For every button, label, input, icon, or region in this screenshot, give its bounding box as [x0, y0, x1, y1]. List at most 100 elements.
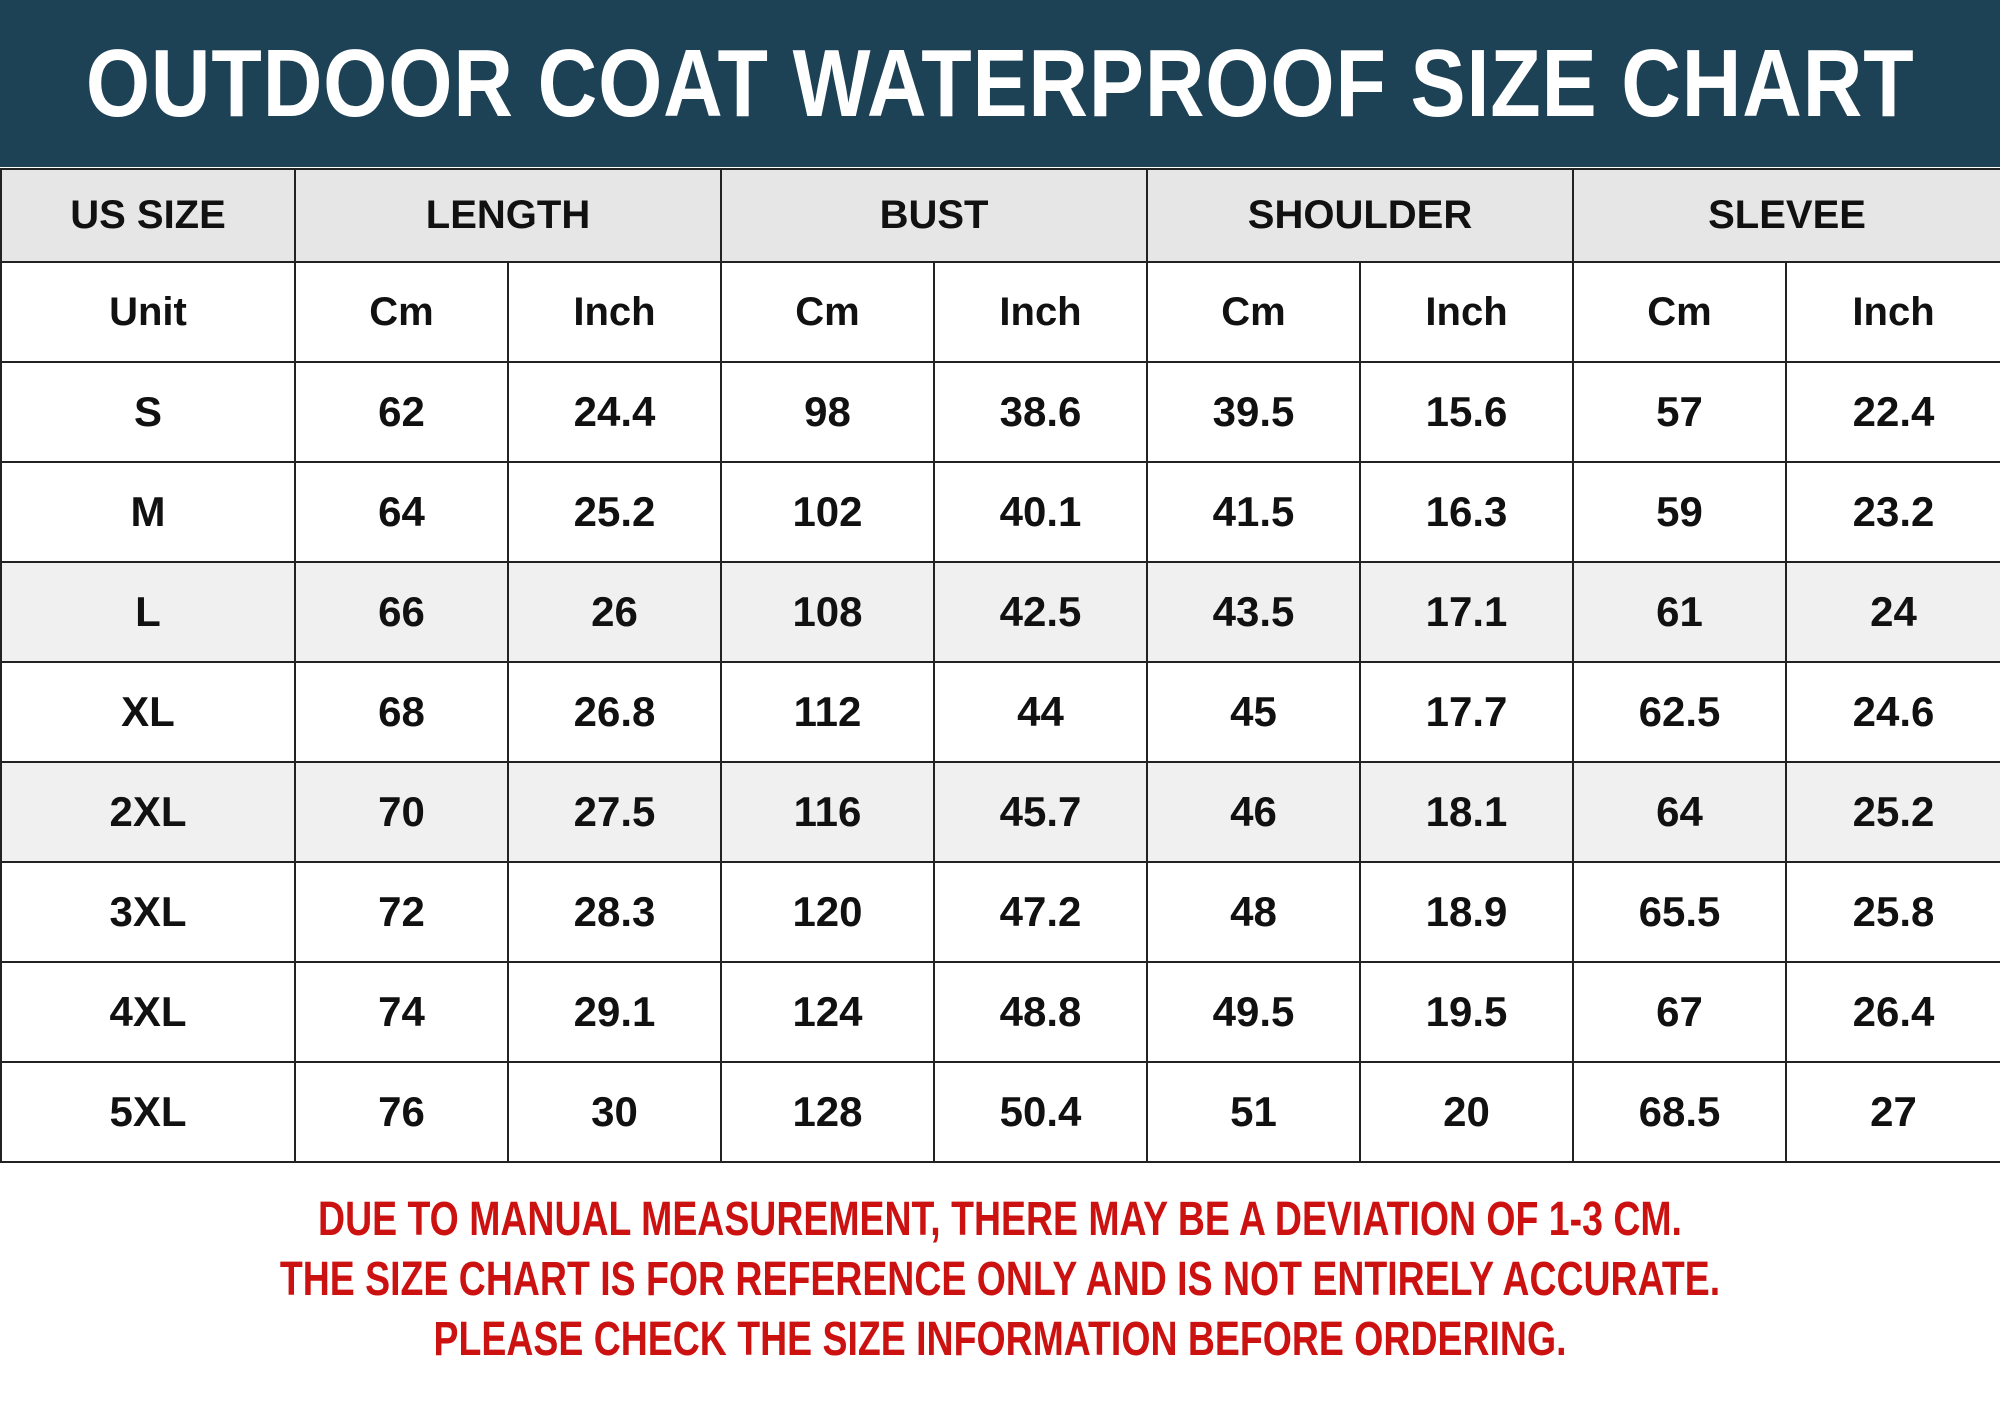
- measurement-cell: 27: [1785, 1061, 2000, 1163]
- measurement-cell: 49.5: [1146, 961, 1362, 1063]
- measurement-cell: 29.1: [507, 961, 722, 1063]
- header-sleeve: SLEVEE: [1572, 168, 2000, 263]
- measurement-cell: 67: [1572, 961, 1788, 1063]
- measurement-cell: 24.6: [1785, 661, 2000, 763]
- size-cell: L: [0, 561, 296, 663]
- measurement-cell: 46: [1146, 761, 1362, 863]
- table-row: S 62 24.4 98 38.6 39.5 15.6 57 22.4: [0, 361, 2000, 463]
- measurement-cell: 50.4: [932, 1061, 1149, 1163]
- measurement-cell: 48.8: [932, 961, 1149, 1063]
- measurement-cell: 64: [1572, 761, 1788, 863]
- measurement-cell: 25.2: [507, 461, 722, 563]
- measurement-cell: 19.5: [1359, 961, 1575, 1063]
- measurement-cell: 62.5: [1572, 661, 1788, 763]
- measurement-cell: 15.6: [1359, 361, 1575, 463]
- unit-cell: Cm: [720, 261, 935, 363]
- measurement-cell: 62: [294, 361, 509, 463]
- measurement-cell: 39.5: [1146, 361, 1362, 463]
- disclaimer-notes: DUE TO MANUAL MEASUREMENT, THERE MAY BE …: [0, 1190, 2000, 1370]
- note-line: THE SIZE CHART IS FOR REFERENCE ONLY AND…: [279, 1253, 1721, 1306]
- measurement-cell: 25.2: [1785, 761, 2000, 863]
- header-shoulder: SHOULDER: [1146, 168, 1575, 263]
- measurement-cell: 108: [720, 561, 935, 663]
- header-bust: BUST: [719, 168, 1149, 263]
- measurement-cell: 26.8: [507, 661, 722, 763]
- unit-label: Unit: [0, 261, 296, 363]
- measurement-cell: 40.1: [932, 461, 1149, 563]
- note-line: PLEASE CHECK THE SIZE INFORMATION BEFORE…: [433, 1313, 1567, 1366]
- measurement-cell: 45: [1146, 661, 1362, 763]
- measurement-cell: 48: [1146, 861, 1362, 963]
- measurement-cell: 44: [932, 661, 1149, 763]
- unit-cell: Cm: [1146, 261, 1362, 363]
- measurement-cell: 68.5: [1572, 1061, 1788, 1163]
- measurement-cell: 26.4: [1785, 961, 2000, 1063]
- measurement-cell: 66: [294, 561, 509, 663]
- measurement-cell: 68: [294, 661, 509, 763]
- measurement-cell: 124: [720, 961, 935, 1063]
- size-cell: 5XL: [0, 1061, 296, 1163]
- unit-cell: Inch: [1359, 261, 1575, 363]
- measurement-cell: 28.3: [507, 861, 722, 963]
- measurement-cell: 27.5: [507, 761, 722, 863]
- measurement-cell: 51: [1146, 1061, 1362, 1163]
- measurement-cell: 16.3: [1359, 461, 1575, 563]
- table-row: M 64 25.2 102 40.1 41.5 16.3 59 23.2: [0, 461, 2000, 563]
- measurement-cell: 57: [1572, 361, 1788, 463]
- measurement-cell: 42.5: [932, 561, 1149, 663]
- page-title: OUTDOOR COAT WATERPROOF SIZE CHART: [85, 29, 1915, 137]
- measurement-cell: 128: [720, 1061, 935, 1163]
- table-row: L 66 26 108 42.5 43.5 17.1 61 24: [0, 561, 2000, 663]
- table-row: XL 68 26.8 112 44 45 17.7 62.5 24.6: [0, 661, 2000, 763]
- unit-row: Unit Cm Inch Cm Inch Cm Inch Cm Inch: [0, 261, 2000, 363]
- note-line: DUE TO MANUAL MEASUREMENT, THERE MAY BE …: [318, 1193, 1682, 1246]
- size-cell: S: [0, 361, 296, 463]
- unit-cell: Cm: [1572, 261, 1788, 363]
- measurement-cell: 45.7: [932, 761, 1149, 863]
- unit-cell: Inch: [507, 261, 722, 363]
- measurement-cell: 17.7: [1359, 661, 1575, 763]
- table-row: 5XL 76 30 128 50.4 51 20 68.5 27: [0, 1061, 2000, 1163]
- measurement-cell: 38.6: [932, 361, 1149, 463]
- measurement-cell: 17.1: [1359, 561, 1575, 663]
- size-cell: XL: [0, 661, 296, 763]
- measurement-cell: 70: [294, 761, 509, 863]
- measurement-cell: 102: [720, 461, 935, 563]
- measurement-cell: 24: [1785, 561, 2000, 663]
- unit-cell: Cm: [294, 261, 509, 363]
- table-row: 4XL 74 29.1 124 48.8 49.5 19.5 67 26.4: [0, 961, 2000, 1063]
- measurement-cell: 74: [294, 961, 509, 1063]
- measurement-cell: 116: [720, 761, 935, 863]
- measurement-cell: 26: [507, 561, 722, 663]
- measurement-cell: 23.2: [1785, 461, 2000, 563]
- measurement-cell: 20: [1359, 1061, 1575, 1163]
- size-cell: M: [0, 461, 296, 563]
- measurement-cell: 112: [720, 661, 935, 763]
- size-cell: 3XL: [0, 861, 296, 963]
- measurement-cell: 47.2: [932, 861, 1149, 963]
- unit-cell: Inch: [1785, 261, 2000, 363]
- title-banner: OUTDOOR COAT WATERPROOF SIZE CHART: [0, 0, 2000, 167]
- measurement-cell: 59: [1572, 461, 1788, 563]
- size-cell: 4XL: [0, 961, 296, 1063]
- measurement-cell: 72: [294, 861, 509, 963]
- table-row: 3XL 72 28.3 120 47.2 48 18.9 65.5 25.8: [0, 861, 2000, 963]
- measurement-cell: 61: [1572, 561, 1788, 663]
- measurement-cell: 76: [294, 1061, 509, 1163]
- measurement-cell: 18.9: [1359, 861, 1575, 963]
- measurement-cell: 18.1: [1359, 761, 1575, 863]
- measurement-cell: 22.4: [1785, 361, 2000, 463]
- header-us-size: US SIZE: [0, 168, 296, 263]
- unit-cell: Inch: [932, 261, 1149, 363]
- header-row: US SIZE LENGTH BUST SHOULDER SLEVEE: [0, 168, 2000, 263]
- measurement-cell: 65.5: [1572, 861, 1788, 963]
- size-table: US SIZE LENGTH BUST SHOULDER SLEVEE Unit…: [0, 168, 2000, 1163]
- measurement-cell: 25.8: [1785, 861, 2000, 963]
- measurement-cell: 64: [294, 461, 509, 563]
- size-cell: 2XL: [0, 761, 296, 863]
- measurement-cell: 43.5: [1146, 561, 1362, 663]
- measurement-cell: 30: [507, 1061, 722, 1163]
- measurement-cell: 41.5: [1146, 461, 1362, 563]
- measurement-cell: 24.4: [507, 361, 722, 463]
